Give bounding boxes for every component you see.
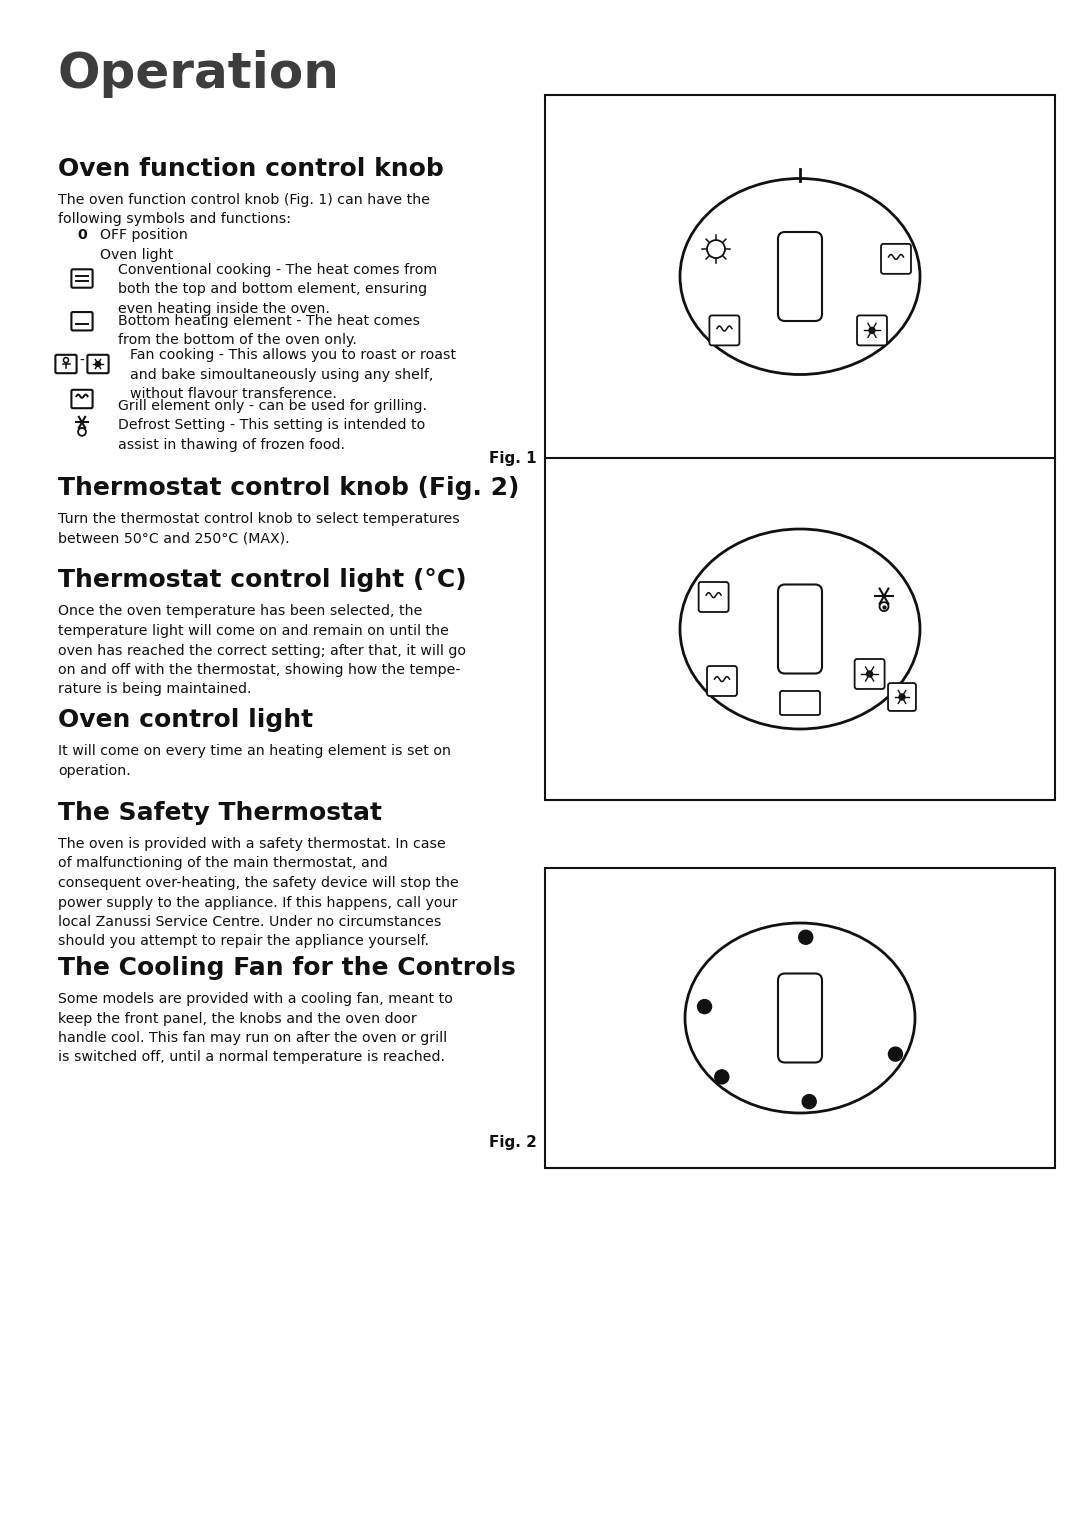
Text: It will come on every time an heating element is set on
operation.: It will come on every time an heating el… bbox=[58, 744, 451, 778]
Ellipse shape bbox=[680, 179, 920, 374]
Bar bbox=[545, 95, 1055, 801]
FancyBboxPatch shape bbox=[888, 683, 916, 711]
Text: Fan cooking - This allows you to roast or roast
and bake simoultaneously using a: Fan cooking - This allows you to roast o… bbox=[130, 348, 456, 402]
Text: Once the oven temperature has been selected, the
temperature light will come on : Once the oven temperature has been selec… bbox=[58, 605, 465, 697]
Circle shape bbox=[869, 327, 875, 333]
Text: The oven is provided with a safety thermostat. In case
of malfunctioning of the : The oven is provided with a safety therm… bbox=[58, 837, 459, 949]
Circle shape bbox=[802, 1094, 816, 1109]
Text: Oven function control knob: Oven function control knob bbox=[58, 157, 444, 180]
Text: Some models are provided with a cooling fan, meant to
keep the front panel, the : Some models are provided with a cooling … bbox=[58, 992, 453, 1065]
Circle shape bbox=[698, 999, 712, 1013]
Text: Thermostat control light (°C): Thermostat control light (°C) bbox=[58, 568, 467, 593]
Text: Fig. 1: Fig. 1 bbox=[489, 451, 537, 466]
Text: Conventional cooking - The heat comes from
both the top and bottom element, ensu: Conventional cooking - The heat comes fr… bbox=[118, 263, 437, 316]
Circle shape bbox=[889, 1047, 903, 1060]
Text: 0: 0 bbox=[77, 228, 86, 241]
Text: OFF position
Oven light: OFF position Oven light bbox=[100, 228, 188, 261]
FancyBboxPatch shape bbox=[780, 691, 820, 715]
Circle shape bbox=[95, 362, 100, 367]
FancyBboxPatch shape bbox=[854, 659, 885, 689]
Text: Grill element only - can be used for grilling.: Grill element only - can be used for gri… bbox=[118, 399, 427, 413]
Circle shape bbox=[715, 1070, 729, 1083]
Ellipse shape bbox=[680, 529, 920, 729]
FancyBboxPatch shape bbox=[858, 315, 887, 345]
Circle shape bbox=[866, 671, 873, 677]
Ellipse shape bbox=[685, 923, 915, 1112]
Text: Bottom heating element - The heat comes
from the bottom of the oven only.: Bottom heating element - The heat comes … bbox=[118, 313, 420, 347]
FancyBboxPatch shape bbox=[699, 582, 729, 613]
Text: Operation: Operation bbox=[58, 50, 340, 98]
FancyBboxPatch shape bbox=[778, 973, 822, 1062]
Text: Thermostat control knob (Fig. 2): Thermostat control knob (Fig. 2) bbox=[58, 475, 519, 500]
FancyBboxPatch shape bbox=[778, 232, 822, 321]
Text: -: - bbox=[80, 354, 84, 368]
FancyBboxPatch shape bbox=[778, 585, 822, 674]
Text: Oven control light: Oven control light bbox=[58, 707, 313, 732]
Circle shape bbox=[899, 694, 905, 700]
FancyBboxPatch shape bbox=[881, 244, 912, 274]
Text: Defrost Setting - This setting is intended to
assist in thawing of frozen food.: Defrost Setting - This setting is intend… bbox=[118, 419, 426, 452]
Text: Turn the thermostat control knob to select temperatures
between 50°C and 250°C (: Turn the thermostat control knob to sele… bbox=[58, 512, 460, 545]
Text: Fig. 2: Fig. 2 bbox=[489, 1135, 537, 1151]
FancyBboxPatch shape bbox=[710, 315, 740, 345]
Text: The Safety Thermostat: The Safety Thermostat bbox=[58, 801, 382, 825]
Text: The oven function control knob (Fig. 1) can have the
following symbols and funct: The oven function control knob (Fig. 1) … bbox=[58, 193, 430, 226]
FancyBboxPatch shape bbox=[707, 666, 737, 695]
Bar bbox=[545, 868, 1055, 1167]
Circle shape bbox=[799, 931, 813, 944]
Text: The Cooling Fan for the Controls: The Cooling Fan for the Controls bbox=[58, 957, 516, 979]
